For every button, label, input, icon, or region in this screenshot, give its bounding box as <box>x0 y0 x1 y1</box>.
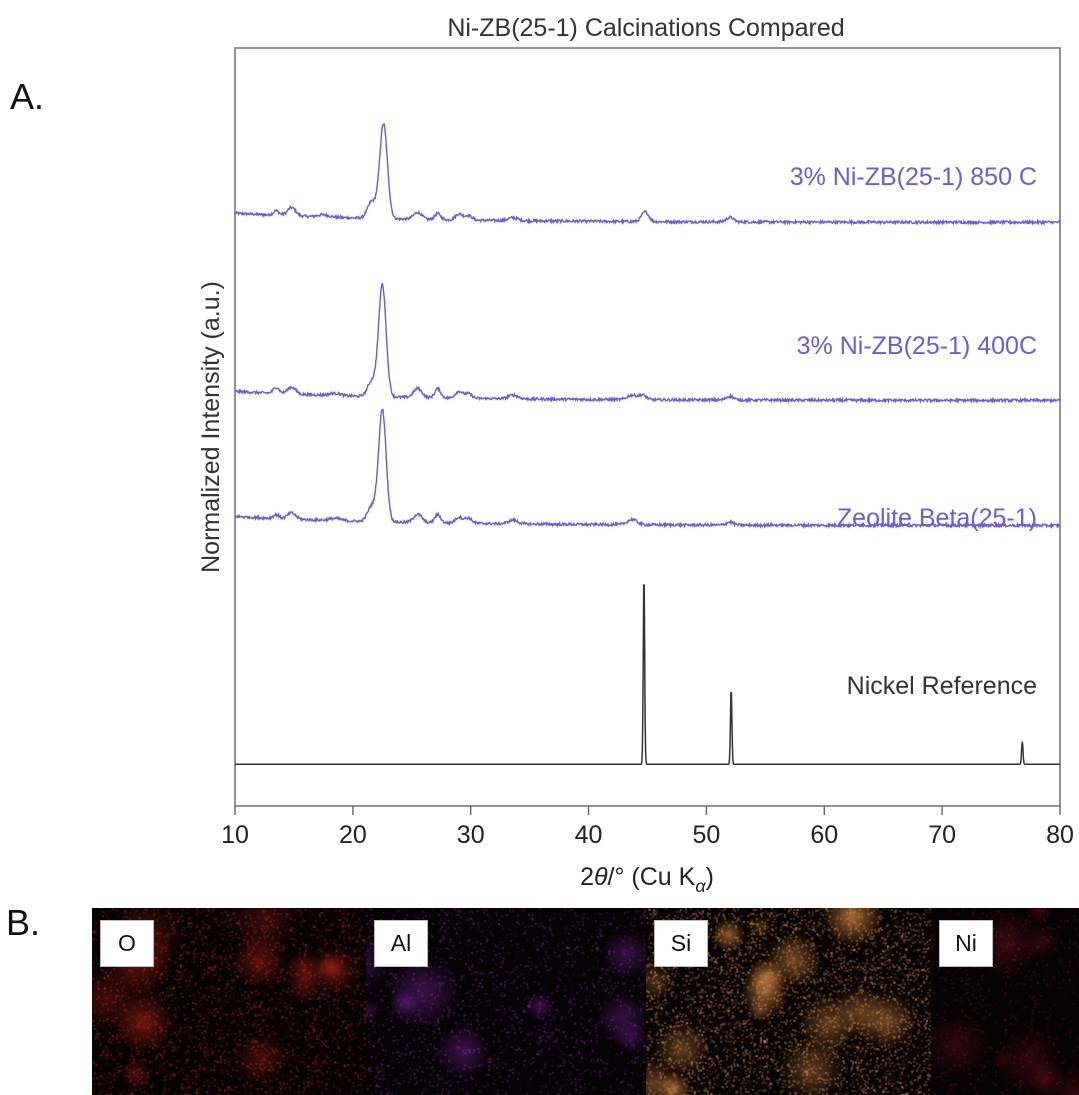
chart-title: Ni-ZB(25-1) Calcinations Compared <box>447 14 844 42</box>
x-label-unit: /° (Cu K <box>608 863 696 891</box>
eds-map-aluminum: Al <box>366 908 646 1095</box>
panel-b-label: B. <box>6 902 41 943</box>
x-axis-ticks: 10 20 30 40 50 60 70 80 <box>221 806 1074 849</box>
panel-a-label: A. <box>10 76 45 117</box>
eds-map-oxygen: O <box>92 908 366 1095</box>
x-tick-label: 30 <box>457 821 485 849</box>
x-tick-label: 60 <box>810 821 838 849</box>
eds-label-aluminum: Al <box>374 920 428 967</box>
xrd-chart: Ni-ZB(25-1) Calcinations Compared Normal… <box>197 14 1074 896</box>
x-axis-label: 2θ/° (Cu Kα) <box>580 863 714 896</box>
series-label: Nickel Reference <box>847 672 1037 700</box>
x-tick-label: 40 <box>575 821 603 849</box>
x-tick-label: 80 <box>1046 821 1074 849</box>
series-label: 3% Ni-ZB(25-1) 850 C <box>790 163 1037 191</box>
series-label: 3% Ni-ZB(25-1) 400C <box>797 332 1037 360</box>
series-group: 3% Ni-ZB(25-1) 850 C 3% Ni-ZB(25-1) 400C Z… <box>234 122 1061 766</box>
eds-label-oxygen: O <box>100 920 154 967</box>
x-label-close: ) <box>706 863 714 891</box>
x-tick-label: 50 <box>693 821 721 849</box>
eds-map-silicon: Si <box>646 908 931 1095</box>
eds-label-nickel: Ni <box>939 920 993 967</box>
series-line <box>234 282 1061 405</box>
x-label-prefix: 2 <box>580 863 594 891</box>
x-tick-label: 10 <box>221 821 249 849</box>
series-label: Zeolite Beta(25-1) <box>837 504 1037 532</box>
series-line <box>234 408 1061 530</box>
x-tick-label: 20 <box>339 821 367 849</box>
x-label-sub: α <box>695 876 706 896</box>
x-label-theta: θ <box>594 863 608 891</box>
plot-frame <box>234 47 1061 807</box>
y-axis-label: Normalized Intensity (a.u.) <box>197 281 225 573</box>
series-line <box>234 122 1061 227</box>
x-tick-label: 70 <box>928 821 956 849</box>
series-line <box>235 584 1060 766</box>
eds-map-strip: O Al Si Ni <box>92 908 1079 1095</box>
eds-map-nickel: Ni <box>931 908 1079 1095</box>
eds-label-silicon: Si <box>654 920 708 967</box>
